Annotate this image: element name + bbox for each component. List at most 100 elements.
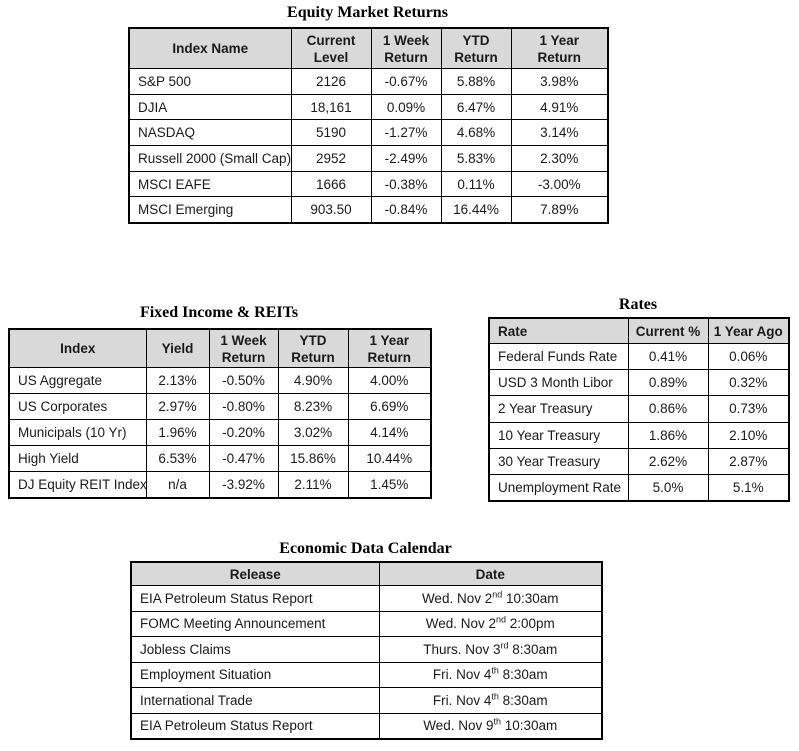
table-cell: 3.02% (277, 419, 349, 446)
table-row: FOMC Meeting Announcement Wed. Nov 2nd 2:… (130, 610, 603, 637)
table-cell: Federal Funds Rate (488, 342, 629, 371)
table-cell: Russell 2000 (Small Cap) (128, 145, 292, 172)
ordinal-superscript: th (491, 665, 499, 676)
table-cell: 0.06% (707, 342, 790, 371)
table-cell: Wed. Nov 2nd 2:00pm (378, 610, 603, 637)
table-cell: -0.20% (208, 419, 279, 446)
table-cell: 2.11% (277, 471, 349, 499)
economic-data-calendar-table: Release Date EIA Petroleum Status Report W… (130, 561, 603, 740)
table-row: NASDAQ 5190 -1.27% 4.68% 3.14% (128, 119, 609, 147)
table-cell: High Yield (8, 445, 147, 472)
column-header: YTD Return (277, 328, 349, 368)
table-cell: 0.09% (370, 93, 442, 121)
rates-header-row: Rate Current % 1 Year Ago (488, 317, 790, 344)
table-cell: International Trade (130, 687, 380, 714)
table-cell: 16.44% (440, 196, 512, 224)
equity-market-returns-section: Equity Market Returns Index Name Current L… (128, 3, 609, 225)
table-cell: 1.86% (627, 421, 709, 449)
column-header: Current % (627, 317, 709, 344)
table-cell: 18,161 (290, 93, 372, 121)
table-cell: 2.30% (510, 145, 609, 172)
table-cell: S&P 500 (128, 68, 292, 95)
fixed-income-table-title: Fixed Income & REITs (139, 304, 299, 321)
calendar-header-row: Release Date (130, 561, 603, 586)
table-row: US Aggregate 2.13% -0.50% 4.90% 4.00% (8, 367, 432, 394)
table-cell: 1666 (290, 170, 372, 198)
table-cell: -0.84% (370, 196, 442, 224)
table-cell: Municipals (10 Yr) (8, 419, 147, 446)
table-cell: n/a (145, 471, 210, 499)
table-cell: Fri. Nov 4th 8:30am (378, 687, 603, 714)
table-cell: 5.83% (440, 145, 512, 172)
column-header: Date (378, 561, 603, 586)
table-row: MSCI EAFE 1666 -0.38% 0.11% -3.00% (128, 170, 609, 198)
equity-market-returns-table: Index Name Current Level 1 Week Return YTD Ret… (128, 27, 609, 225)
fixed-income-header-row: Index Yield 1 Week Return YTD Return 1 Year Ret… (8, 328, 432, 368)
table-row: 2 Year Treasury 0.86% 0.73% (488, 395, 790, 423)
table-row: Employment Situation Fri. Nov 4th 8:30am (130, 661, 603, 688)
table-cell: 6.47% (440, 93, 512, 121)
table-row: DJ Equity REIT Index n/a -3.92% 2.11% 1.45% (8, 471, 432, 499)
table-cell: 0.89% (627, 369, 709, 397)
column-header: Current Level (290, 27, 372, 69)
table-cell: 1.96% (145, 419, 210, 446)
table-row: International Trade Fri. Nov 4th 8:30am (130, 687, 603, 714)
rates-table-title: Rates (618, 296, 658, 313)
table-row: High Yield 6.53% -0.47% 15.86% 10.44% (8, 445, 432, 472)
table-cell: NASDAQ (128, 119, 292, 147)
column-header: 1 Week Return (370, 27, 442, 69)
table-cell: 2.62% (627, 447, 709, 475)
equity-table-title: Equity Market Returns (287, 4, 448, 21)
table-row: Unemployment Rate 5.0% 5.1% (488, 473, 790, 502)
column-header: 1 Year Return (347, 328, 432, 368)
table-cell: USD 3 Month Libor (488, 369, 629, 397)
table-cell: 2.13% (145, 367, 210, 394)
equity-header-row: Index Name Current Level 1 Week Return YTD Ret… (128, 27, 609, 69)
column-header: Index Name (128, 27, 292, 69)
table-cell: MSCI EAFE (128, 170, 292, 198)
table-cell: 15.86% (277, 445, 349, 472)
table-cell: 8.23% (277, 393, 349, 420)
table-cell: 5.88% (440, 68, 512, 95)
table-cell: 6.69% (347, 393, 432, 420)
table-cell: 4.68% (440, 119, 512, 147)
table-cell: 7.89% (510, 196, 609, 224)
rates-section: Rates Rate Current % 1 Year Ago Federal Fu… (488, 295, 790, 503)
column-header: Index (8, 328, 147, 368)
table-cell: 5.0% (627, 473, 709, 502)
table-row: Russell 2000 (Small Cap) 2952 -2.49% 5.83% 2… (128, 145, 609, 172)
table-cell: Wed. Nov 2nd 10:30am (378, 585, 603, 612)
table-cell: FOMC Meeting Announcement (130, 610, 380, 637)
column-header: YTD Return (440, 27, 512, 69)
table-cell: 2.87% (707, 447, 790, 475)
table-cell: EIA Petroleum Status Report (130, 585, 380, 612)
table-cell: -0.50% (208, 367, 279, 394)
table-cell: 1.45% (347, 471, 432, 499)
table-cell: 0.86% (627, 395, 709, 423)
rates-table: Rate Current % 1 Year Ago Federal Funds Ra… (488, 317, 790, 503)
table-cell: -0.67% (370, 68, 442, 95)
table-cell: 4.00% (347, 367, 432, 394)
table-row: EIA Petroleum Status Report Wed. Nov 2nd … (130, 585, 603, 612)
table-cell: 4.91% (510, 93, 609, 121)
column-header: Release (130, 561, 380, 586)
economic-data-calendar-section: Economic Data Calendar Release Date EIA P… (130, 539, 603, 740)
table-cell: 6.53% (145, 445, 210, 472)
column-header: 1 Year Return (510, 27, 609, 69)
table-row: Municipals (10 Yr) 1.96% -0.20% 3.02% 4.14% (8, 419, 432, 446)
table-cell: -1.27% (370, 119, 442, 147)
table-cell: MSCI Emerging (128, 196, 292, 224)
fixed-income-reits-section: Fixed Income & REITs Index Yield 1 Week Ret… (8, 303, 432, 499)
table-cell: 0.41% (627, 342, 709, 371)
table-row: DJIA 18,161 0.09% 6.47% 4.91% (128, 93, 609, 121)
table-cell: DJ Equity REIT Index (8, 471, 147, 499)
table-cell: 5.1% (707, 473, 790, 502)
table-cell: -0.38% (370, 170, 442, 198)
table-cell: Employment Situation (130, 661, 380, 688)
column-header: Rate (488, 317, 629, 344)
column-header: Yield (145, 328, 210, 368)
table-cell: 2.97% (145, 393, 210, 420)
table-cell: 3.14% (510, 119, 609, 147)
table-row: Jobless Claims Thurs. Nov 3rd 8:30am (130, 636, 603, 663)
table-cell: 2 Year Treasury (488, 395, 629, 423)
